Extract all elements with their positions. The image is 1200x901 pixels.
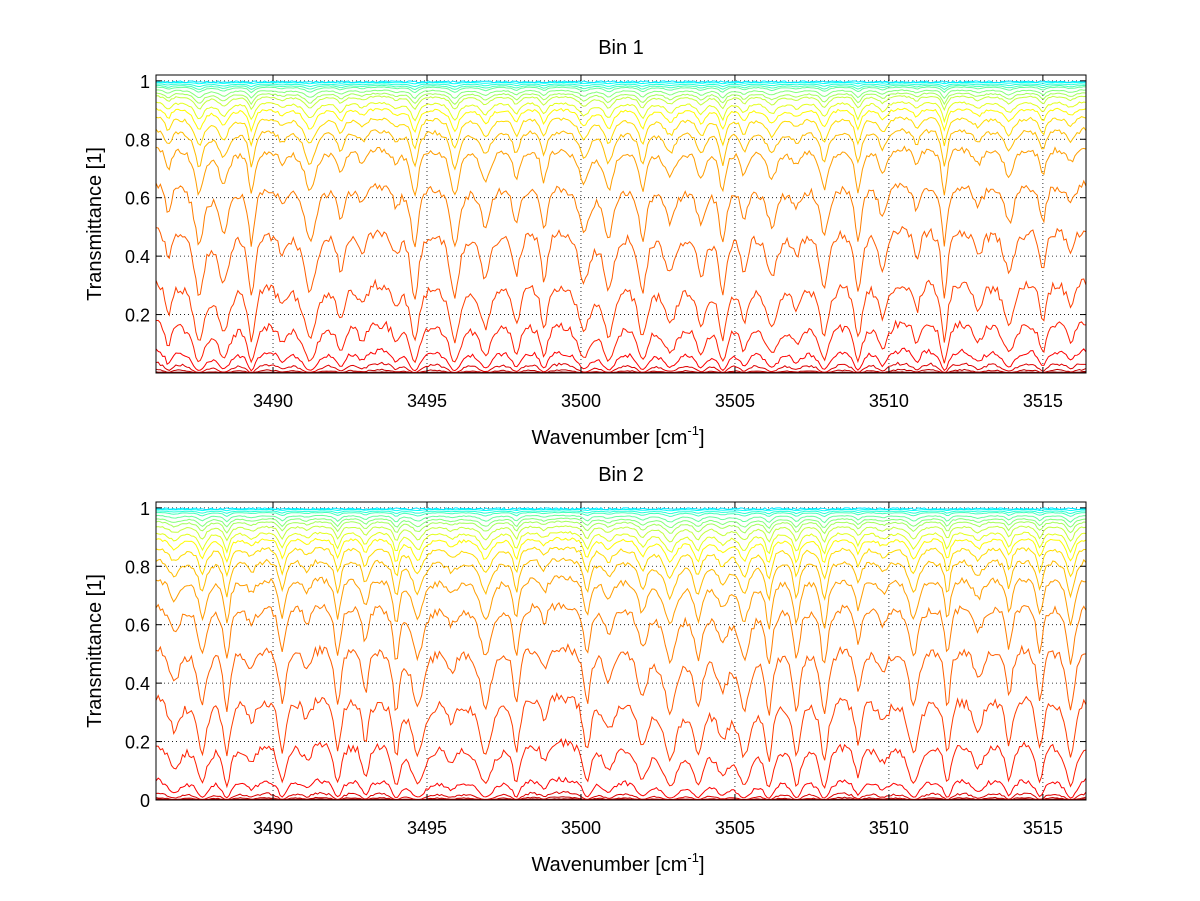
series-line xyxy=(156,776,1086,799)
series-line xyxy=(156,83,1086,88)
x-tick-label: 3500 xyxy=(561,391,601,411)
x-axis-label: Wavenumber [cm-1] xyxy=(531,850,704,876)
y-tick-label: 0.8 xyxy=(125,130,150,150)
x-tick-label: 3495 xyxy=(407,391,447,411)
series-line xyxy=(156,145,1086,198)
series-line xyxy=(156,107,1086,134)
series-line xyxy=(156,525,1086,544)
series-line xyxy=(156,116,1086,150)
series-line xyxy=(156,575,1086,630)
y-tick-label: 0.8 xyxy=(125,557,150,577)
series-line xyxy=(156,520,1086,535)
x-axis-label: Wavenumber [cm-1] xyxy=(531,423,704,449)
plot-title: Bin 2 xyxy=(598,464,644,486)
series-line xyxy=(156,126,1086,171)
transmittance-series xyxy=(156,80,1086,373)
y-axis-ticks: 0 0.2 0.4 0.6 0.8 1 xyxy=(125,499,1086,811)
series-line xyxy=(156,798,1086,800)
y-tick-label: 1 xyxy=(140,72,150,92)
series-line xyxy=(156,89,1086,100)
series-line xyxy=(156,95,1086,112)
y-tick-label: 1 xyxy=(140,499,150,519)
y-tick-label: 0.6 xyxy=(125,616,150,636)
x-tick-label: 3510 xyxy=(869,818,909,838)
series-line xyxy=(156,507,1086,511)
series-line xyxy=(156,536,1086,564)
series-line xyxy=(156,179,1086,248)
series-line xyxy=(156,546,1086,580)
x-tick-label: 3495 xyxy=(407,818,447,838)
y-tick-label: 0.2 xyxy=(125,733,150,753)
series-line xyxy=(156,80,1086,84)
plot-area xyxy=(156,75,1086,373)
subplot-bin-2: Bin 2 3490 3495 3500 3505 3510 3515 0 0.2 0.4 0.… xyxy=(84,464,1087,876)
series-line xyxy=(156,225,1086,300)
x-tick-label: 3515 xyxy=(1023,391,1063,411)
series-line xyxy=(156,796,1086,800)
y-axis-label: Transmittance [1] xyxy=(84,147,106,301)
axes-box xyxy=(155,74,1087,374)
y-tick-label: 0.4 xyxy=(125,247,150,267)
series-line xyxy=(156,737,1086,789)
y-tick-label: 0.2 xyxy=(125,306,150,326)
series-line xyxy=(156,790,1086,800)
series-line xyxy=(156,691,1086,763)
x-tick-label: 3505 xyxy=(715,818,755,838)
series-line xyxy=(156,361,1086,373)
subplot-bin-1: Bin 1 3490 3495 3500 3505 3510 3515 0.2 0.4 0.6… xyxy=(84,37,1087,449)
y-tick-label: 0.6 xyxy=(125,189,150,209)
x-tick-label: 3490 xyxy=(253,818,293,838)
series-line xyxy=(156,557,1086,602)
y-axis-ticks: 0.2 0.4 0.6 0.8 1 xyxy=(125,72,1086,326)
y-axis-label: Transmittance [1] xyxy=(84,574,106,728)
series-line xyxy=(156,510,1086,515)
y-tick-label: 0.4 xyxy=(125,674,150,694)
series-line xyxy=(156,101,1086,124)
x-tick-label: 3510 xyxy=(869,391,909,411)
series-line xyxy=(156,530,1086,555)
series-line xyxy=(156,92,1086,106)
series-line xyxy=(156,371,1086,373)
x-tick-label: 3515 xyxy=(1023,818,1063,838)
series-line xyxy=(156,511,1086,518)
series-line xyxy=(156,86,1086,94)
x-axis-ticks: 3490 3495 3500 3505 3510 3515 xyxy=(253,75,1063,411)
x-tick-label: 3490 xyxy=(253,391,293,411)
series-line xyxy=(156,319,1086,364)
x-axis-ticks: 3490 3495 3500 3505 3510 3515 xyxy=(253,502,1063,838)
axes-box xyxy=(155,501,1087,801)
series-line xyxy=(156,643,1086,716)
series-line xyxy=(156,517,1086,530)
series-line xyxy=(156,84,1086,91)
y-tick-label: 0 xyxy=(140,791,150,811)
series-line xyxy=(156,602,1086,665)
plot-title: Bin 1 xyxy=(598,37,644,59)
series-line xyxy=(156,347,1086,372)
series-line xyxy=(156,514,1086,524)
transmittance-series xyxy=(156,507,1086,800)
x-tick-label: 3500 xyxy=(561,818,601,838)
x-tick-label: 3505 xyxy=(715,391,755,411)
series-line xyxy=(156,278,1086,344)
